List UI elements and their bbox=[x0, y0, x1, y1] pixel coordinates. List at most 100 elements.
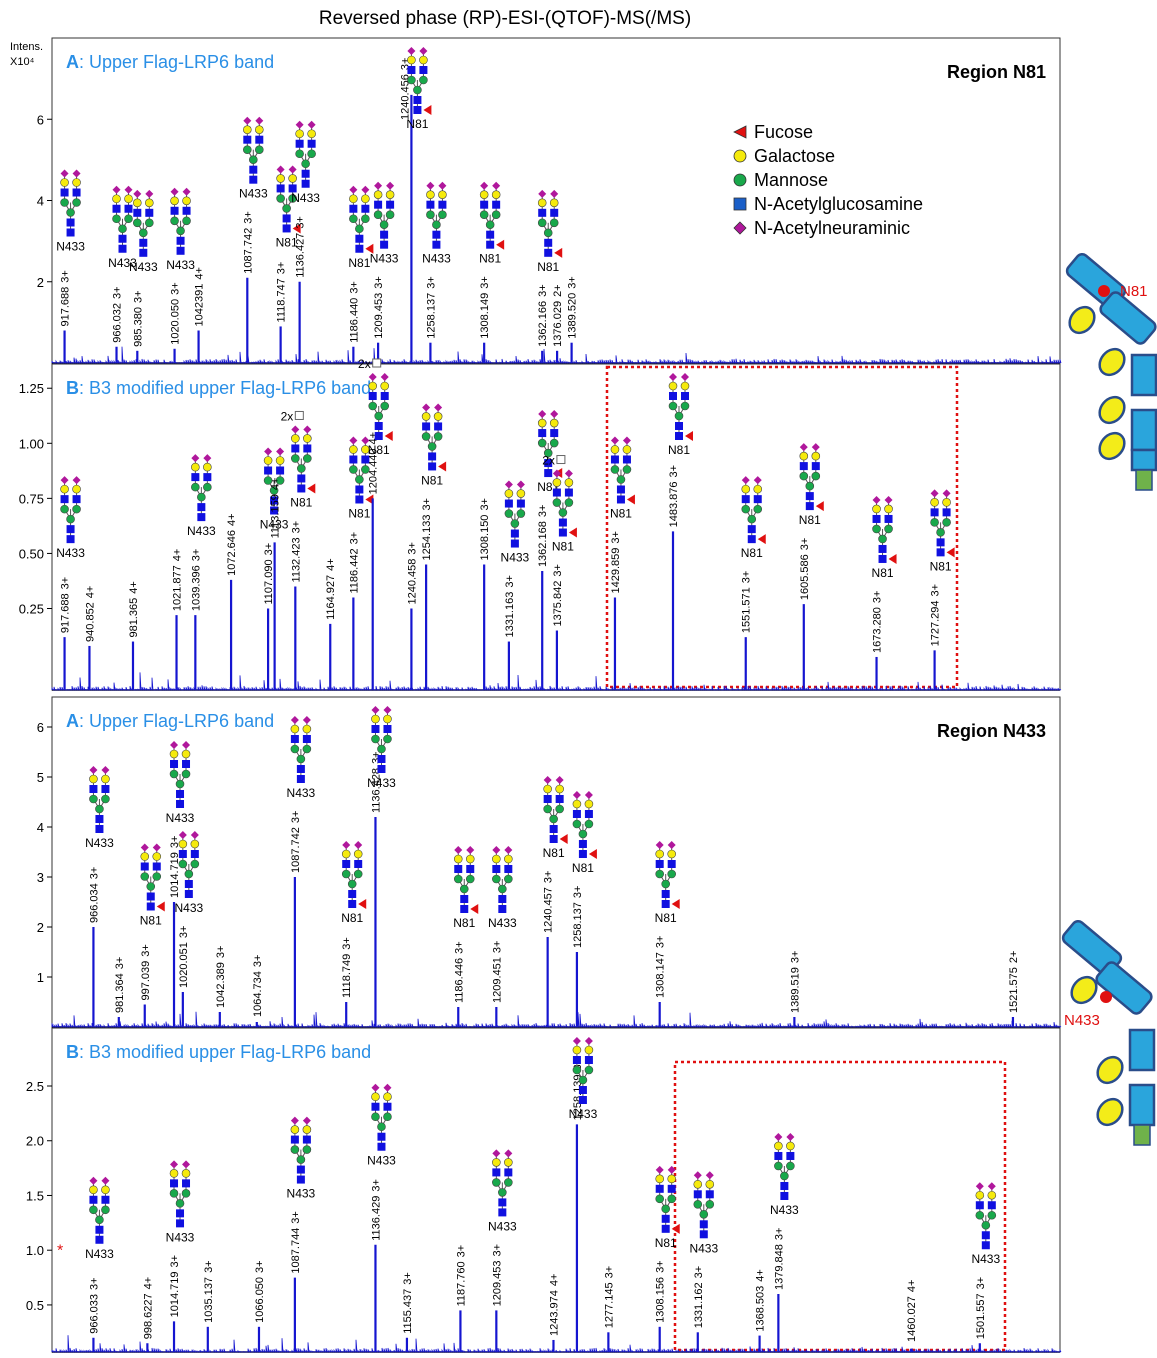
glycan-mannose bbox=[937, 528, 945, 536]
peak-mz: 1727.294 bbox=[930, 600, 942, 646]
glycan-neuac bbox=[171, 188, 179, 196]
glycan-glcnac bbox=[544, 249, 552, 257]
glycan-note-icon bbox=[373, 359, 381, 367]
glycan-neuac bbox=[170, 1160, 178, 1168]
glycan-mannose bbox=[812, 472, 820, 480]
peak-mz: 1240.458 bbox=[406, 559, 418, 605]
glycan-glcnac bbox=[291, 735, 299, 743]
y-tick-label: 2.0 bbox=[26, 1134, 44, 1149]
glycan-glcnac bbox=[511, 530, 519, 538]
peak-mz: 1136.427 bbox=[295, 233, 307, 278]
glycan-mannose bbox=[297, 755, 305, 763]
peak-label: 1331.1633+ bbox=[504, 575, 516, 637]
glycan-glcnac bbox=[297, 1166, 305, 1174]
y-tick-label: 1.0 bbox=[26, 1243, 44, 1258]
glycan-glcnac bbox=[89, 785, 97, 793]
glycan-glcnac bbox=[145, 209, 153, 217]
baseline-noise bbox=[52, 1012, 1061, 1027]
panel-title: B: B3 modified upper Flag-LRP6 band bbox=[66, 378, 371, 398]
peak-mz: 1331.162 bbox=[693, 1282, 705, 1328]
glycan-mannose bbox=[283, 204, 291, 212]
peak-mz: 1042.389 bbox=[215, 962, 227, 1008]
glycan-mannose bbox=[113, 215, 121, 223]
peak-charge: 3+ bbox=[799, 538, 811, 551]
peak-charge: 2+ bbox=[552, 284, 564, 297]
glycan-galactose bbox=[182, 1169, 190, 1177]
glycan-fucose bbox=[385, 431, 393, 441]
figure: Reversed phase (RP)-ESI-(QTOF)-MS(/MS) I… bbox=[0, 0, 1157, 1358]
glycan-glcnac bbox=[182, 760, 190, 768]
glycan-glcnac bbox=[170, 1179, 178, 1187]
glycan-mannose bbox=[585, 820, 593, 828]
glycan-site: N433 bbox=[174, 901, 203, 915]
glycan-mannose bbox=[371, 735, 379, 743]
glycan-mannose bbox=[308, 150, 316, 158]
glycan-glcnac bbox=[504, 1168, 512, 1176]
glycan: N81 bbox=[930, 489, 955, 573]
peak-mz: 1072.646 bbox=[226, 530, 238, 576]
glycan-mannose bbox=[170, 1189, 178, 1197]
glycan-neuac bbox=[504, 1149, 512, 1157]
glycan-glcnac bbox=[800, 462, 808, 470]
peak-mz: 1014.719 bbox=[169, 852, 181, 898]
glycan-galactose bbox=[170, 750, 178, 758]
glycan-mannose bbox=[89, 1206, 97, 1214]
glycan-note: 2x bbox=[358, 357, 371, 371]
peak-label: 1429.8593+ bbox=[610, 531, 622, 593]
glycan-glcnac bbox=[377, 755, 385, 763]
glycan-galactose bbox=[669, 382, 677, 390]
peak-charge: 3+ bbox=[290, 521, 302, 534]
glycan: N81 bbox=[610, 436, 635, 520]
glycan-galactose bbox=[371, 1093, 379, 1101]
peak-label: 1277.1453+ bbox=[603, 1266, 615, 1328]
peak-label: 1368.5034+ bbox=[755, 1269, 767, 1331]
peak-mz: 1277.145 bbox=[603, 1282, 615, 1328]
glycan-mannose bbox=[565, 499, 573, 507]
glycan-galactose bbox=[277, 174, 285, 182]
peak-label: 1107.0903+ bbox=[263, 543, 275, 605]
peak-label: 1727.2943+ bbox=[930, 584, 942, 646]
glycan-mannose bbox=[355, 475, 363, 483]
glycan-glcnac bbox=[95, 1226, 103, 1234]
glycan-glcnac bbox=[133, 209, 141, 217]
glycan-glcnac bbox=[374, 201, 382, 209]
glycan-galactose bbox=[585, 1046, 593, 1054]
peak-mz: 997.039 bbox=[140, 961, 152, 1001]
peak-mz: 1087.742 bbox=[290, 827, 302, 873]
y-axis-multiplier: X10⁴ bbox=[10, 56, 35, 68]
region-label: Region N81 bbox=[947, 62, 1046, 82]
glycan-galactose bbox=[369, 382, 377, 390]
peak-charge: 3+ bbox=[112, 286, 124, 299]
glycan-glcnac bbox=[550, 835, 558, 843]
glycan-galactose bbox=[976, 1191, 984, 1199]
glycan-galactose bbox=[171, 197, 179, 205]
glycan-glcnac bbox=[550, 429, 558, 437]
glycan: N812x bbox=[281, 409, 316, 509]
peak-charge: 3+ bbox=[290, 1211, 302, 1224]
glycan-mannose bbox=[492, 211, 500, 219]
glycan-galactose bbox=[113, 195, 121, 203]
peak-mz: 1020.050 bbox=[170, 299, 182, 345]
glycan-fucose bbox=[157, 902, 165, 912]
glycan-glcnac bbox=[101, 1196, 109, 1204]
y-tick-label: 2 bbox=[37, 275, 44, 290]
glycan-neuac bbox=[422, 403, 430, 411]
glycan-mannose bbox=[61, 199, 69, 207]
peak-charge: 4+ bbox=[128, 581, 140, 594]
peak-mz: 998.6227 bbox=[142, 1293, 154, 1339]
glycan-fucose bbox=[672, 899, 680, 909]
peak-mz: 1368.503 bbox=[755, 1286, 767, 1332]
glycan-neuac bbox=[291, 1117, 299, 1125]
glycan-galactose bbox=[742, 485, 750, 493]
glycan-galactose bbox=[264, 457, 272, 465]
peak-mz: 1362.166 bbox=[537, 301, 549, 347]
glycan-site: N81 bbox=[872, 566, 894, 580]
glycan-glcnac bbox=[879, 555, 887, 563]
peak-label: 998.62274+ bbox=[142, 1277, 154, 1339]
glycan-galactose bbox=[656, 1175, 664, 1183]
peak-mz: 1209.453 bbox=[491, 1261, 503, 1307]
glycan-site: N81 bbox=[655, 911, 677, 925]
glycan-neuac bbox=[504, 846, 512, 854]
glycan-galactose bbox=[243, 126, 251, 134]
glycan-glcnac bbox=[511, 540, 519, 548]
